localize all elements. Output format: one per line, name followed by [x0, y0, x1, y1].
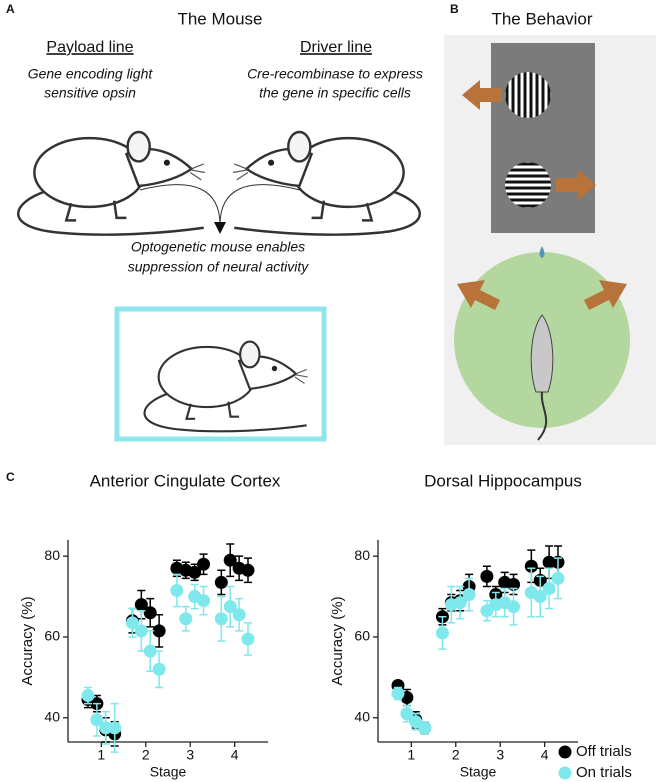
data-point — [152, 662, 166, 676]
data-point — [223, 600, 237, 614]
data-point — [170, 584, 184, 597]
panel-title: The Mouse — [177, 9, 262, 28]
data-point — [391, 687, 405, 701]
left-choice-arrow — [457, 280, 500, 310]
legend-label: Off trials — [576, 743, 632, 760]
y-tick-label: 60 — [44, 628, 60, 644]
mouse-illustration — [143, 340, 309, 433]
mouse-illustration — [16, 130, 207, 236]
y-axis-label: Accuracy (%) — [19, 596, 36, 685]
data-point — [524, 559, 538, 573]
data-point — [507, 577, 521, 591]
data-point — [214, 612, 228, 626]
horizontal-grating — [505, 162, 551, 208]
water-drop — [539, 246, 545, 258]
chart-title: Dorsal Hippocampus — [424, 471, 582, 490]
y-tick-label: 80 — [44, 547, 60, 563]
mouse-tail — [537, 391, 548, 441]
payload-text: Gene encoding light — [28, 66, 154, 82]
data-point — [453, 596, 467, 610]
data-point — [533, 590, 547, 604]
driver-text: the gene in specific cells — [259, 85, 411, 101]
x-tick-label: 2 — [452, 747, 460, 763]
y-tick-label: 80 — [354, 547, 370, 563]
data-point — [223, 553, 237, 567]
right-choice-arrow — [584, 280, 627, 310]
result-text: Optogenetic mouse enables — [131, 239, 305, 255]
arrow-head — [214, 222, 226, 234]
data-point — [480, 569, 494, 583]
data-point — [125, 616, 139, 630]
x-tick-label: 2 — [142, 747, 150, 763]
data-point — [462, 588, 476, 602]
data-point — [143, 606, 157, 620]
data-point — [214, 575, 228, 589]
data-point — [507, 600, 521, 614]
data-point — [542, 581, 556, 595]
highlight-box — [114, 306, 327, 442]
merge-arrow — [139, 184, 301, 226]
legend-marker — [558, 766, 572, 780]
y-tick-label: 40 — [354, 708, 370, 724]
data-point — [188, 565, 202, 579]
data-point — [134, 624, 148, 638]
panel-label: C — [6, 470, 15, 484]
panel-label: B — [450, 2, 459, 16]
x-tick-label: 1 — [97, 747, 105, 763]
x-axis-label: Stage — [150, 764, 187, 780]
x-axis-label: Stage — [460, 764, 497, 780]
data-point — [152, 624, 166, 638]
x-tick-label: 3 — [496, 747, 504, 763]
data-point — [241, 563, 255, 577]
x-tick-label: 3 — [186, 747, 194, 763]
legend-label: On trials — [576, 764, 632, 781]
left-arrow — [462, 80, 502, 110]
data-point — [197, 557, 211, 571]
x-tick-label: 1 — [407, 747, 415, 763]
x-tick-label: 4 — [541, 747, 549, 763]
data-point — [179, 612, 193, 626]
data-point — [400, 707, 414, 721]
x-tick-label: 4 — [231, 747, 239, 763]
data-point — [99, 721, 113, 735]
y-tick-label: 60 — [354, 628, 370, 644]
panel-title: The Behavior — [491, 9, 592, 28]
y-axis-label: Accuracy (%) — [329, 596, 346, 685]
result-text: suppression of neural activity — [128, 259, 310, 275]
panel-label: A — [6, 2, 15, 16]
data-point — [551, 571, 565, 585]
driver-heading: Driver line — [300, 39, 372, 56]
data-point — [143, 644, 157, 658]
data-point — [108, 721, 122, 735]
data-point — [90, 713, 104, 727]
driver-text: Cre-recombinase to express — [247, 66, 423, 82]
legend-marker — [558, 745, 572, 759]
data-point — [197, 594, 211, 608]
payload-heading: Payload line — [46, 39, 133, 56]
mouse-illustration — [231, 130, 422, 236]
data-point — [134, 598, 148, 612]
data-point — [81, 689, 95, 703]
data-point — [435, 626, 449, 640]
chart-title: Anterior Cingulate Cortex — [90, 471, 281, 490]
payload-text: sensitive opsin — [44, 85, 136, 101]
data-point — [232, 608, 246, 622]
data-point — [418, 721, 432, 735]
vertical-grating — [505, 72, 551, 118]
y-tick-label: 40 — [44, 708, 60, 724]
data-point — [542, 555, 556, 569]
data-point — [241, 632, 255, 646]
right-arrow — [556, 170, 596, 200]
